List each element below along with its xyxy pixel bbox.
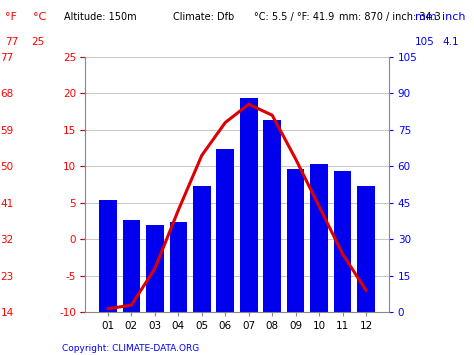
Text: °F: °F xyxy=(5,12,17,22)
Text: 25: 25 xyxy=(31,37,44,47)
Text: mm: mm xyxy=(415,12,437,22)
Bar xyxy=(287,169,304,312)
Bar xyxy=(193,186,210,312)
Text: °C: 5.5 / °F: 41.9: °C: 5.5 / °F: 41.9 xyxy=(254,12,334,22)
Bar xyxy=(357,186,375,312)
Bar xyxy=(240,98,257,312)
Text: mm: 870 / inch: 34.3: mm: 870 / inch: 34.3 xyxy=(339,12,441,22)
Text: Copyright: CLIMATE-DATA.ORG: Copyright: CLIMATE-DATA.ORG xyxy=(62,344,199,353)
Bar xyxy=(170,222,187,312)
Bar xyxy=(264,120,281,312)
Bar xyxy=(217,149,234,312)
Bar xyxy=(310,164,328,312)
Text: Altitude: 150m: Altitude: 150m xyxy=(64,12,137,22)
Bar xyxy=(99,201,117,312)
Text: 4.1: 4.1 xyxy=(442,37,459,47)
Text: 77: 77 xyxy=(5,37,18,47)
Text: Climate: Dfb: Climate: Dfb xyxy=(173,12,234,22)
Text: °C: °C xyxy=(33,12,46,22)
Text: inch: inch xyxy=(442,12,466,22)
Bar xyxy=(146,225,164,312)
Bar xyxy=(334,171,351,312)
Bar xyxy=(123,220,140,312)
Text: 105: 105 xyxy=(415,37,435,47)
